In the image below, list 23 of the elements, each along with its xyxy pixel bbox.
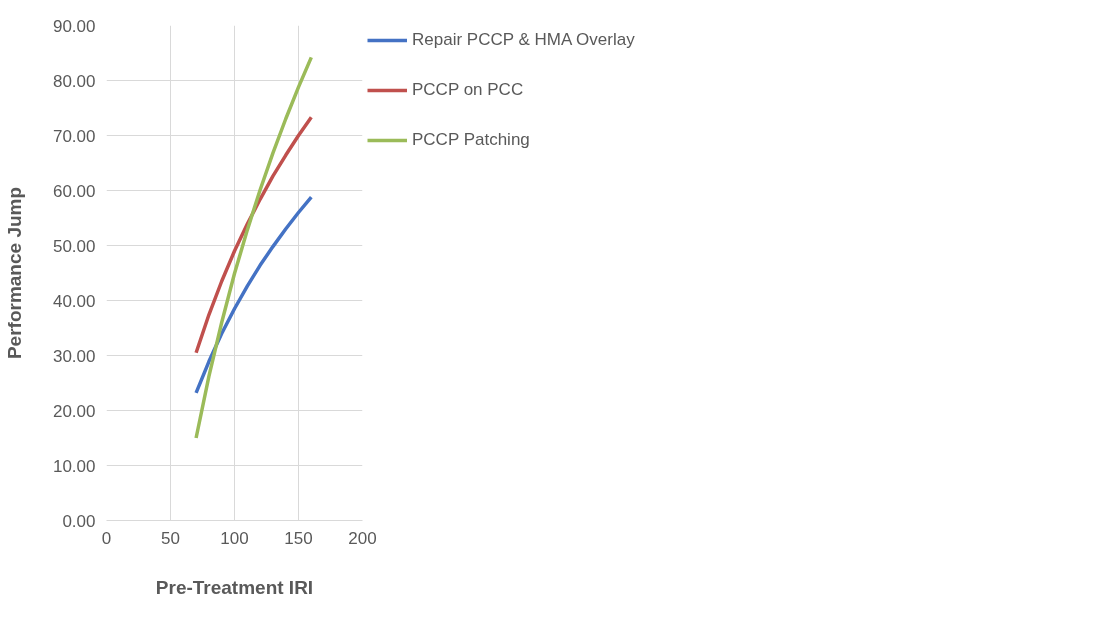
y-tick-label: 90.00: [52, 16, 96, 36]
x-tick-label: 150: [284, 528, 313, 548]
line-series: [194, 115, 314, 355]
x-tick-label: 0: [101, 528, 112, 548]
y-tick-label: 60.00: [52, 181, 96, 201]
y-tick-label: 0.00: [62, 511, 96, 531]
y-tick-label: 10.00: [52, 456, 96, 476]
y-axis-title: Performance Jump: [3, 186, 25, 360]
line-series: [194, 195, 314, 395]
line-series: [194, 55, 314, 440]
y-tick-label: 50.00: [52, 236, 96, 256]
y-tick-label: 30.00: [52, 346, 96, 366]
x-axis-title: Pre-Treatment IRI: [155, 576, 314, 598]
legend-label: Repair PCCP & HMA Overlay: [412, 30, 635, 50]
x-tick-label: 200: [348, 528, 377, 548]
y-tick-label: 70.00: [52, 126, 96, 146]
y-tick-label: 20.00: [52, 401, 96, 421]
y-tick-label: 80.00: [52, 71, 96, 91]
x-tick-label: 100: [220, 528, 249, 548]
y-tick-label: 40.00: [52, 291, 96, 311]
x-tick-label: 50: [161, 528, 180, 548]
legend-label: PCCP on PCC: [412, 80, 524, 100]
legend-label: PCCP Patching: [412, 130, 530, 150]
